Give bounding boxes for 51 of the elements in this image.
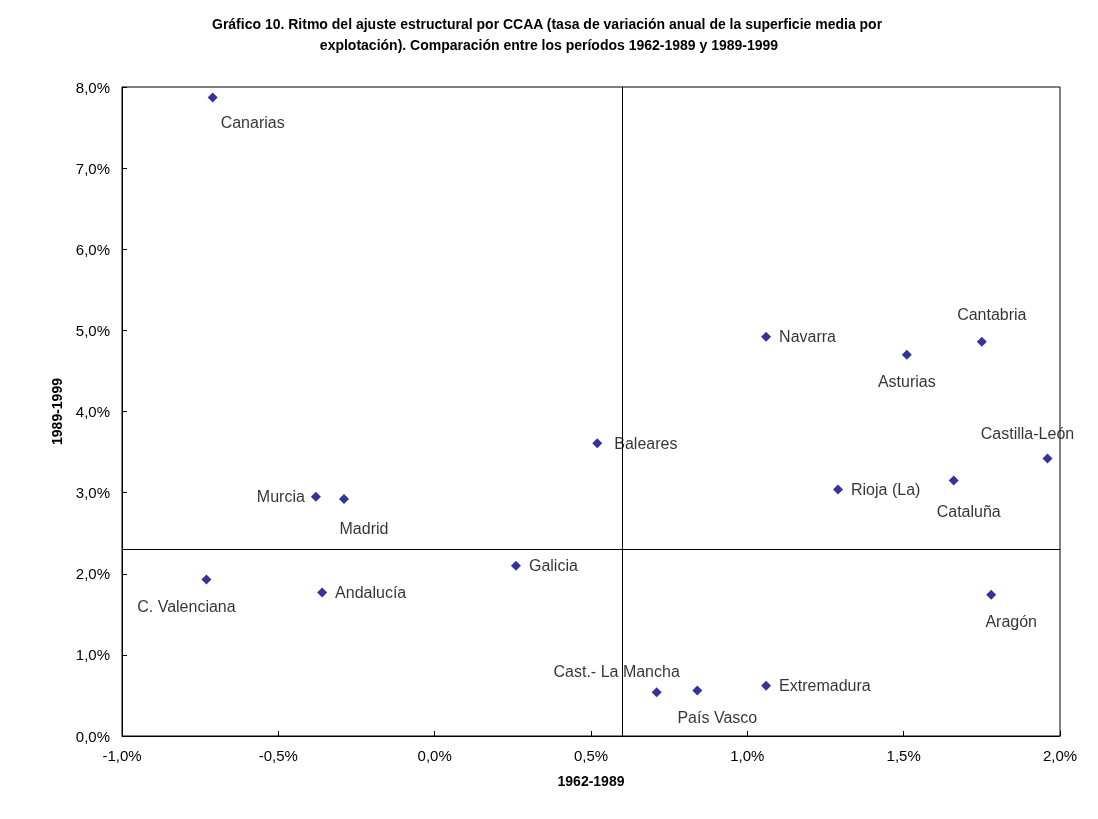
series-label: Murcia (256, 488, 305, 506)
point (761, 331, 772, 342)
y-tick-label: 4,0% (75, 403, 110, 420)
series-label: C. Valenciana (137, 597, 236, 615)
y-tick-label: 8,0% (75, 78, 110, 96)
series-label: Aragón (985, 613, 1038, 631)
point (901, 349, 912, 360)
point (510, 560, 521, 571)
x-axis-title: 1962-1989 (557, 773, 625, 789)
x-tick-label: 1,0% (730, 747, 765, 764)
series-label: Galicia (528, 557, 578, 575)
series-label: Cantabria (957, 306, 1027, 324)
series-label: Madrid (339, 519, 389, 537)
y-axis-title: 1989-1999 (49, 377, 65, 445)
series-label: Extremadura (779, 677, 871, 695)
series-label: Andalucía (335, 583, 407, 601)
y-tick-label: 0,0% (75, 727, 110, 745)
series-label: Canarias (220, 114, 285, 132)
x-tick-label: -0,5% (258, 747, 298, 764)
series-label: Navarra (779, 328, 837, 346)
point (201, 574, 212, 585)
point (948, 475, 959, 486)
point (692, 685, 703, 696)
y-tick-label: 7,0% (75, 159, 110, 177)
y-tick-label: 3,0% (75, 484, 110, 502)
series-label: Asturias (877, 373, 936, 391)
point (592, 438, 603, 449)
point (833, 484, 844, 495)
y-tick-label: 6,0% (75, 240, 110, 258)
series-label: País Vasco (677, 709, 758, 727)
point (207, 92, 218, 103)
y-tick-label: 1,0% (75, 646, 110, 664)
point (761, 680, 772, 691)
point (310, 491, 321, 502)
point (651, 687, 662, 698)
series-label: Cataluña (936, 502, 1001, 520)
x-tick-label: 2,0% (1042, 747, 1078, 764)
series-label: Rioja (La) (851, 480, 921, 498)
x-tick-label: 0,5% (573, 747, 609, 764)
x-tick-label: 0,0% (417, 747, 452, 764)
point (1042, 453, 1053, 464)
x-tick-label: 1,5% (886, 747, 921, 764)
point (986, 589, 997, 600)
x-tick-label: -1,0% (102, 747, 142, 764)
series-label: Cast.- La Mancha (553, 662, 680, 680)
y-tick-label: 2,0% (75, 565, 110, 583)
y-tick-label: 5,0% (75, 321, 110, 339)
point (976, 336, 987, 347)
chart-title: Gráfico 10. Ritmo del ajuste estructural por CCAA (tasa de variación anual de la superficie media por explotación). Comparación entre los períodos 1962-1989 y 1989-1999 (211, 15, 887, 53)
point (317, 587, 328, 598)
point (338, 494, 349, 505)
